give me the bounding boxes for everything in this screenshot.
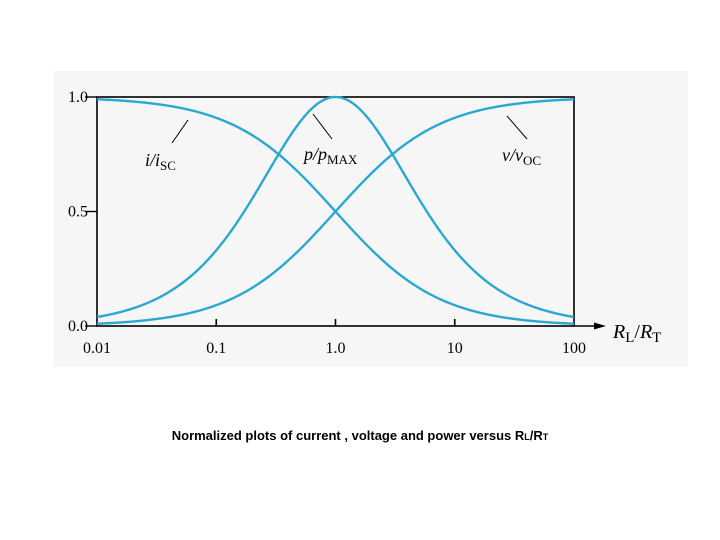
x-tick-label: 100 (562, 340, 586, 357)
label-p-pmax-leader (312, 113, 333, 140)
label-v-voc-leader (506, 115, 528, 140)
x-tick-label: 1.0 (326, 340, 346, 357)
label-i-isc: i/iSC (145, 150, 176, 173)
x-axis-label: RL/RT (612, 321, 661, 346)
caption-text: Normalized plots of current , voltage an… (171, 428, 525, 443)
x-tick-label: 0.01 (83, 340, 111, 357)
label-p-pmax: p/pMAX (302, 144, 358, 167)
label-i-isc-leader (171, 119, 189, 144)
caption-sub-t: T (542, 432, 549, 442)
caption-sub-l: L (524, 432, 530, 442)
label-v-voc: v/vOC (502, 145, 541, 168)
y-tick-label: 0.0 (68, 318, 88, 335)
figure-caption: Normalized plots of current , voltage an… (0, 428, 720, 443)
y-tick-label: 0.5 (68, 204, 88, 221)
series-line-v-voc (96, 98, 575, 325)
caption-slash: /R (529, 428, 543, 443)
x-tick-label: 0.1 (206, 340, 226, 357)
series-line-p-pmax (96, 95, 575, 319)
x-axis-arrow (594, 322, 606, 330)
x-tick-label: 10 (447, 340, 463, 357)
y-tick-label: 1.0 (68, 89, 88, 106)
